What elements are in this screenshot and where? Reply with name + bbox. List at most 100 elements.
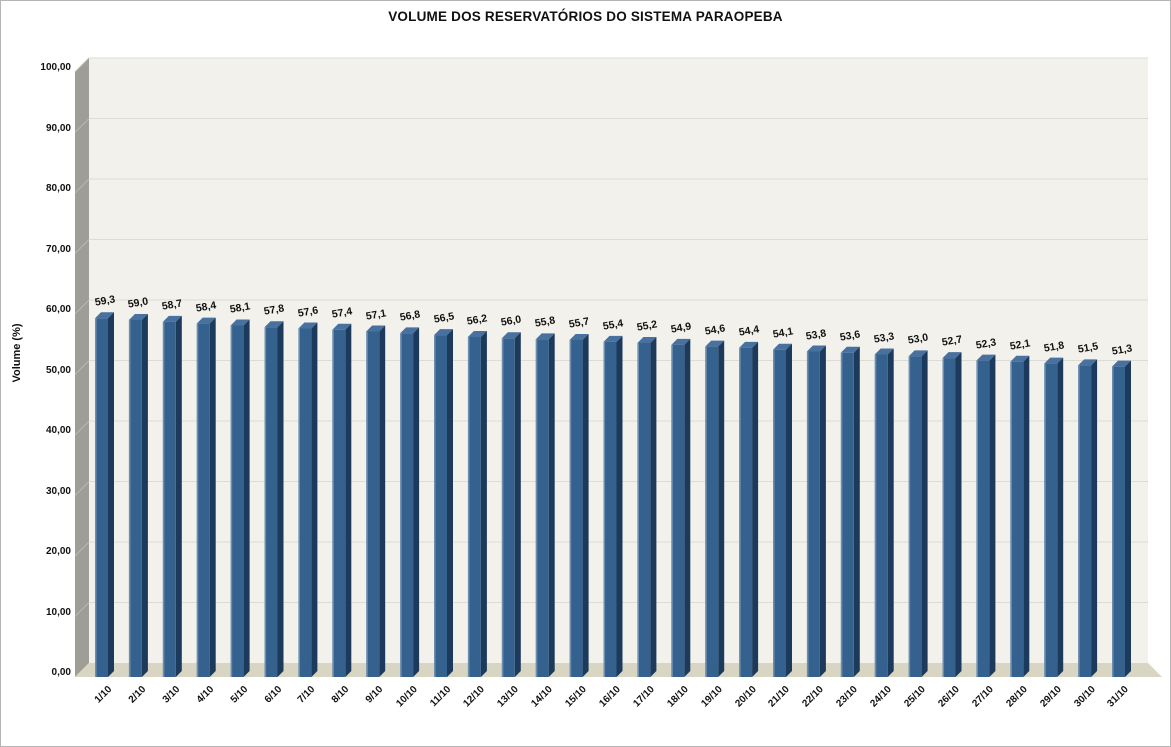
y-tick-label: 70,00: [45, 243, 71, 255]
bar-side-face: [616, 335, 623, 677]
bar-side-face: [243, 319, 250, 677]
bar-23/10: [840, 346, 860, 677]
bar-1/10: [95, 312, 114, 677]
bar-side-face: [141, 314, 148, 677]
bar-31/10: [1112, 360, 1131, 677]
bar-front-face: [874, 354, 888, 677]
bar-front-highlight: [603, 341, 606, 677]
bar-25/10: [908, 350, 928, 677]
bar-front-face: [671, 344, 685, 677]
bar-29/10: [1044, 357, 1064, 677]
y-tick-label: 100,00: [40, 62, 71, 73]
bar-front-highlight: [332, 329, 334, 677]
bar-side-face: [345, 323, 352, 677]
bar-front-face: [501, 338, 515, 677]
y-tick-label: 60,00: [45, 304, 71, 315]
bar-3/10: [162, 315, 182, 677]
gridline-side: [74, 118, 90, 133]
bar-8/10: [332, 323, 352, 677]
bar-front-face: [1078, 365, 1092, 677]
bar-front-highlight: [976, 360, 978, 677]
bar-top-face: [705, 340, 725, 347]
bar-front-face: [773, 349, 786, 677]
bar-side-face: [108, 312, 114, 677]
bar-side-face: [921, 350, 928, 677]
gridline-side: [74, 360, 90, 375]
bar-front-face: [162, 321, 176, 677]
bar-side-face: [1023, 355, 1030, 677]
bar-side-face: [175, 315, 182, 677]
bar-top-face: [569, 334, 589, 341]
bar-top-face: [162, 315, 182, 322]
bar-9/10: [366, 325, 386, 677]
gridline-side: [74, 481, 90, 496]
gridline-side: [74, 420, 90, 436]
bar-front-highlight: [942, 358, 945, 677]
bar-side-face: [887, 348, 894, 677]
y-tick-label: 40,00: [45, 425, 71, 436]
bar-top-face: [332, 323, 352, 330]
y-tick-label: 50,00: [45, 364, 71, 376]
bar-side-face: [413, 327, 420, 677]
bar-side-face: [718, 340, 725, 677]
bar-top-face: [603, 335, 623, 342]
bar-top-face: [1010, 355, 1030, 362]
bar-front-highlight: [1112, 366, 1114, 677]
bar-2/10: [128, 314, 148, 677]
bar-top-face: [434, 329, 453, 336]
bar-front-face: [230, 325, 244, 677]
bar-front-highlight: [1010, 361, 1012, 677]
bar-10/10: [400, 327, 420, 677]
bar-side-face: [1125, 360, 1131, 677]
bar-front-highlight: [128, 320, 131, 677]
bar-front-face: [1112, 366, 1125, 677]
bar-side-face: [311, 322, 318, 677]
bar-front-highlight: [773, 349, 775, 677]
bar-30/10: [1078, 359, 1098, 677]
bar-front-highlight: [162, 321, 165, 677]
bar-front-face: [95, 318, 108, 677]
bar-side-face: [514, 332, 521, 677]
bar-6/10: [264, 321, 284, 677]
bar-top-face: [976, 354, 996, 361]
bar-front-highlight: [535, 339, 538, 677]
bar-20/10: [739, 341, 759, 677]
bar-14/10: [535, 333, 555, 677]
bar-front-highlight: [467, 336, 470, 677]
y-tick-label: 80,00: [45, 183, 71, 194]
bar-front-highlight: [739, 347, 741, 677]
gridline-side: [74, 541, 90, 557]
bar-front-highlight: [806, 351, 809, 677]
bar-top-face: [773, 343, 792, 350]
bar-17/10: [637, 337, 657, 677]
bar-front-highlight: [196, 323, 199, 677]
bar-top-face: [264, 321, 284, 328]
bar-front-face: [366, 331, 380, 677]
bar-front-face: [535, 339, 549, 677]
bar-top-face: [400, 327, 420, 334]
bar-side-face: [989, 354, 996, 677]
y-tick-label: 90,00: [45, 122, 71, 134]
bar-top-face: [739, 341, 759, 348]
bar-side-face: [955, 352, 962, 677]
bar-11/10: [434, 329, 453, 677]
bar-top-face: [366, 325, 386, 332]
bar-21/10: [773, 343, 792, 677]
bar-front-face: [840, 352, 854, 677]
bar-front-face: [976, 360, 990, 677]
bar-front-highlight: [637, 343, 639, 677]
y-tick-label: 20,00: [45, 546, 71, 557]
bar-front-highlight: [264, 327, 267, 677]
bar-front-highlight: [705, 346, 707, 677]
bar-22/10: [806, 345, 826, 677]
bar-top-face: [806, 345, 826, 352]
bar-front-highlight: [366, 331, 368, 677]
bar-top-face: [467, 330, 487, 337]
bar-front-face: [298, 328, 312, 677]
bar-side-face: [582, 334, 589, 677]
gridline-side: [74, 299, 90, 315]
bar-side-face: [684, 338, 691, 677]
bar-side-face: [650, 337, 657, 677]
bar-top-face: [840, 346, 860, 353]
